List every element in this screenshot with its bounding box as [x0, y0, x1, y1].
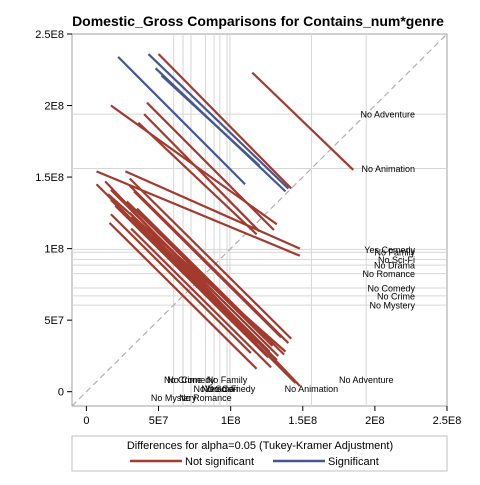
segment-21: [114, 204, 269, 359]
right-label-no-sci-fi: No Sci-Fi: [378, 255, 415, 265]
footnote: Differences for alpha=0.05 (Tukey-Kramer…: [127, 440, 393, 452]
diagonal-reference-line: [71, 33, 448, 407]
segment-14: [128, 177, 293, 340]
right-label-no-adventure: No Adventure: [360, 110, 415, 120]
segment-5: [251, 71, 355, 171]
right-label-no-crime: No Crime: [377, 291, 415, 301]
segment-25: [110, 213, 252, 354]
segment-11: [124, 170, 301, 250]
right-label-no-family: No Family: [374, 248, 415, 258]
segment-18: [133, 190, 282, 339]
bottom-label-no-drama: No Drama: [194, 384, 235, 394]
segment-28: [130, 227, 272, 369]
segment-9: [137, 121, 258, 236]
chart-title: Domestic_Gross Comparisons for Contains_…: [72, 13, 444, 29]
bottom-label-no-mystery: No Mystery: [151, 393, 197, 403]
legend-label-not-significant: Not significant: [185, 456, 254, 468]
x-tick-label: 2E8: [365, 415, 385, 427]
comparison-segments: [95, 53, 355, 387]
bottom-label-no-family: No Family: [207, 375, 248, 385]
segment-22: [128, 203, 267, 340]
right-label-no-romance: No Romance: [362, 269, 415, 279]
legend-box: [71, 435, 448, 472]
x-axis: 0 5E7 1E8 1.5E8 2E8 2.5E8: [83, 406, 461, 427]
legend-label-significant: Significant: [328, 456, 379, 468]
segment-30: [151, 236, 278, 361]
x-tick-label: 2.5E8: [433, 415, 462, 427]
bottom-label-no-comedy: No Comedy: [167, 375, 215, 385]
x-tick-label: 1E8: [221, 415, 241, 427]
bottom-label-no-animation: No Animation: [285, 384, 339, 394]
x-tick-label: 5E7: [149, 415, 169, 427]
segment-4: [160, 74, 261, 167]
segment-3: [157, 53, 293, 190]
bottom-label-no-sci-fi: No Sci-Fi: [201, 384, 238, 394]
segment-23: [128, 207, 280, 357]
x-tick-label: 1.5E8: [288, 415, 317, 427]
segment-29: [108, 222, 258, 370]
right-label-no-animation: No Animation: [361, 164, 415, 174]
right-label-no-comedy: No Comedy: [367, 283, 415, 293]
bottom-label-no-romance: No Romance: [179, 393, 232, 403]
segment-2: [117, 56, 246, 186]
y-axis: 0 5E7 1E8 1.5E8 2E8 2.5E8: [35, 29, 72, 399]
y-tick-label: 5E7: [44, 315, 64, 327]
y-tick-label: 1.5E8: [35, 172, 64, 184]
mean-reference-lines-horizontal: [72, 113, 447, 306]
y-tick-label: 2E8: [44, 101, 64, 113]
y-tick-label: 1E8: [44, 244, 64, 256]
y-tick-label: 0: [58, 387, 64, 399]
bottom-label-no-adventure: No Adventure: [339, 375, 394, 385]
x-tick-label: 0: [83, 415, 89, 427]
bottom-label-no-crime: No Crime: [164, 375, 202, 385]
right-label-no-mystery: No Mystery: [369, 301, 415, 311]
right-label-yes-comedy: Yes Comedy: [364, 245, 415, 255]
segment-8: [143, 113, 261, 233]
y-tick-label: 2.5E8: [35, 29, 64, 41]
bottom-label-yes-comedy: Yes Comedy: [205, 384, 256, 394]
segment-24: [136, 207, 285, 356]
right-label-no-drama: No Drama: [374, 261, 415, 271]
segment-7: [146, 101, 275, 231]
segment-0: [147, 53, 290, 190]
